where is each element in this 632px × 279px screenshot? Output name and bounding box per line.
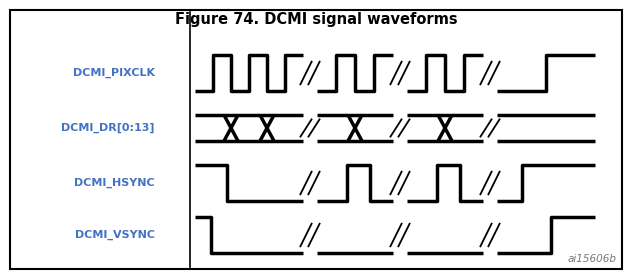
Text: DCMI_PIXCLK: DCMI_PIXCLK bbox=[73, 68, 155, 78]
Text: DCMI_HSYNC: DCMI_HSYNC bbox=[75, 178, 155, 188]
Text: DCMI_DR[0:13]: DCMI_DR[0:13] bbox=[61, 123, 155, 133]
Text: DCMI_VSYNC: DCMI_VSYNC bbox=[75, 230, 155, 240]
Text: ai15606b: ai15606b bbox=[568, 254, 617, 264]
Text: Figure 74. DCMI signal waveforms: Figure 74. DCMI signal waveforms bbox=[174, 12, 458, 27]
